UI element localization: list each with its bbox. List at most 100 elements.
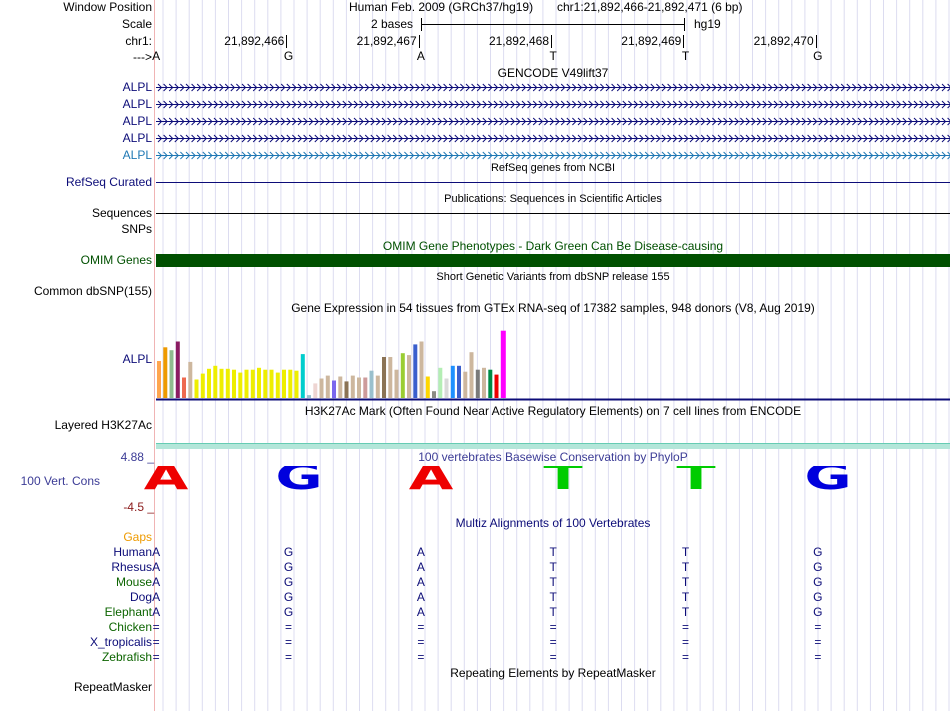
- conservation-label[interactable]: 100 Vert. Cons: [20, 474, 100, 488]
- alignment-base: A: [152, 605, 161, 619]
- species-label[interactable]: Dog: [129, 590, 152, 604]
- gtex-tissue-bar: [419, 341, 424, 398]
- alignment-base: =: [549, 635, 557, 649]
- scale-bar-left-tick: [421, 18, 422, 31]
- coordinate-tick: [418, 35, 420, 48]
- alignment-base: =: [814, 650, 822, 664]
- gencode-transcript-arrows[interactable]: [156, 100, 950, 109]
- gencode-transcript-label[interactable]: ALPL: [122, 97, 152, 111]
- species-label[interactable]: Zebrafish: [101, 650, 152, 664]
- publications-label[interactable]: Sequences: [91, 206, 152, 220]
- omim-gene-bar[interactable]: [156, 254, 950, 267]
- conservation-logo-letter: T: [675, 466, 716, 490]
- scale-bar-right-tick: [684, 18, 685, 31]
- gtex-tissue-bar: [488, 369, 493, 398]
- gencode-transcript-arrows[interactable]: [156, 117, 950, 126]
- alignment-base: G: [283, 605, 294, 619]
- conservation-logo-letter: G: [274, 466, 323, 490]
- omim-label[interactable]: OMIM Genes: [80, 253, 152, 267]
- gtex-tissue-bar: [463, 371, 468, 398]
- gtex-label[interactable]: ALPL: [122, 352, 152, 366]
- alignment-base: =: [814, 620, 822, 634]
- gencode-transcript-label[interactable]: ALPL: [122, 148, 152, 162]
- species-label[interactable]: Mouse: [115, 575, 152, 589]
- alignment-base: A: [152, 545, 161, 559]
- species-label[interactable]: Human: [113, 545, 152, 559]
- conservation-top-value: 4.88 _: [120, 450, 154, 464]
- h3k27ac-label[interactable]: Layered H3K27Ac: [54, 418, 152, 432]
- conservation-logo-letter: A: [408, 466, 454, 490]
- alignment-base: =: [681, 650, 689, 664]
- window-position-label: Window Position: [63, 0, 152, 14]
- alignment-base: G: [813, 560, 823, 574]
- gtex-tissue-bar: [175, 341, 180, 398]
- gencode-transcript-label[interactable]: ALPL: [122, 131, 152, 145]
- multiz-title: Multiz Alignments of 100 Vertebrates: [455, 516, 651, 530]
- assembly-name: Human Feb. 2009 (GRCh37/hg19): [349, 0, 534, 14]
- refseq-label[interactable]: RefSeq Curated: [65, 175, 152, 189]
- gtex-tissue-bar: [200, 373, 205, 398]
- gtex-tissue-bar: [350, 375, 355, 398]
- gtex-tissue-bar: [407, 355, 411, 398]
- alignment-base: T: [681, 590, 690, 604]
- reference-base: T: [549, 49, 557, 63]
- alignment-base: =: [814, 635, 822, 649]
- gtex-bar-chart[interactable]: [156, 320, 950, 402]
- gencode-transcript-label[interactable]: ALPL: [122, 80, 152, 94]
- conservation-title: 100 vertebrates Basewise Conservation by…: [418, 450, 688, 464]
- chr-label: chr1:: [125, 34, 152, 48]
- alignment-base: T: [549, 575, 557, 589]
- alignment-base: =: [549, 650, 557, 664]
- alignment-base: =: [284, 650, 292, 664]
- gencode-transcript-arrows[interactable]: [156, 151, 950, 160]
- species-label[interactable]: Chicken: [108, 620, 152, 634]
- gencode-transcript-arrows[interactable]: [156, 83, 950, 92]
- species-label[interactable]: Elephant: [104, 605, 152, 619]
- dbsnp-title: Short Genetic Variants from dbSNP releas…: [436, 271, 670, 283]
- gtex-title: Gene Expression in 54 tissues from GTEx …: [291, 301, 815, 315]
- alignment-base: T: [549, 560, 557, 574]
- conservation-bottom-value: -4.5 _: [123, 500, 154, 514]
- alignment-base: A: [416, 545, 425, 559]
- repeatmasker-label[interactable]: RepeatMasker: [73, 680, 152, 694]
- species-label[interactable]: Rhesus: [111, 560, 152, 574]
- refseq-gene-line[interactable]: [156, 182, 950, 183]
- species-label[interactable]: X_tropicalis: [89, 635, 152, 649]
- publications-line[interactable]: [156, 213, 950, 214]
- alignment-base: A: [416, 560, 425, 574]
- dbsnp-label[interactable]: Common dbSNP(155): [33, 284, 152, 298]
- alignment-base: G: [283, 590, 294, 604]
- alignment-base: G: [283, 575, 294, 589]
- alignment-base: =: [681, 620, 689, 634]
- alignment-base: =: [152, 635, 160, 649]
- h3k27ac-signal[interactable]: [156, 443, 950, 449]
- gencode-transcript-arrows[interactable]: [156, 134, 950, 143]
- alignment-base: T: [549, 605, 557, 619]
- coordinate-tick: [551, 35, 552, 48]
- gtex-tissue-bar: [432, 391, 436, 398]
- alignment-base: G: [813, 605, 823, 619]
- coordinate-tick: [815, 35, 817, 48]
- gtex-tissue-bar: [375, 375, 380, 398]
- gencode-transcript-label[interactable]: ALPL: [122, 114, 152, 128]
- gtex-tissue-bar: [238, 372, 243, 398]
- position-readout: chr1:21,892,466-21,892,471 (6 bp): [557, 0, 743, 14]
- gtex-tissue-bar: [357, 377, 361, 398]
- gtex-tissue-bar: [232, 369, 236, 398]
- reference-base: G: [813, 49, 823, 63]
- alignment-base: T: [549, 590, 557, 604]
- gtex-tissue-bar: [475, 369, 480, 398]
- gtex-tissue-bar: [400, 353, 405, 398]
- gtex-tissue-bar: [294, 370, 299, 398]
- alignment-base: A: [152, 560, 161, 574]
- reference-base: T: [681, 49, 690, 63]
- gtex-tissue-bar: [300, 354, 305, 398]
- alignment-base: =: [417, 635, 425, 649]
- coordinate-tick-label: 21,892,470: [753, 34, 814, 48]
- snps-label[interactable]: SNPs: [121, 222, 152, 236]
- gtex-tissue-bar: [394, 369, 399, 398]
- alignment-base: T: [549, 545, 557, 559]
- gtex-tissue-bar: [438, 367, 443, 398]
- alignment-base: A: [416, 590, 425, 604]
